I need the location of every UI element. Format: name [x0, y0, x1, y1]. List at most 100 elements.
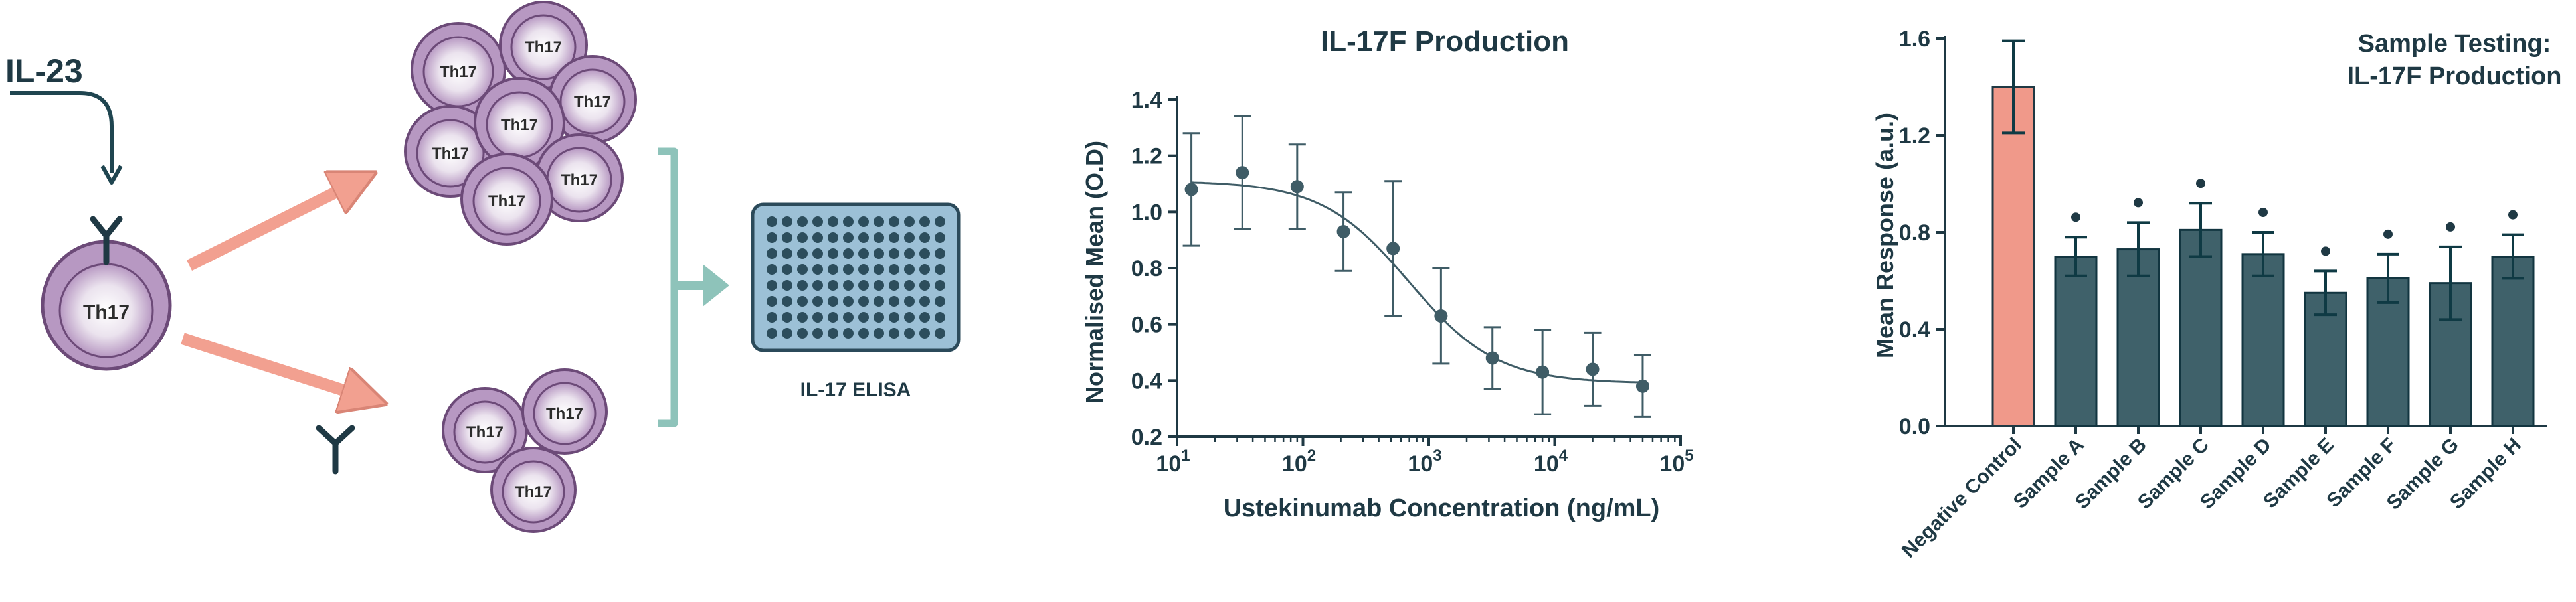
- elisa-well: [797, 280, 808, 291]
- chart1-y-tick-label: 0.4: [1131, 368, 1162, 394]
- elisa-well: [797, 232, 808, 243]
- chart2-significance-marker: [2134, 198, 2143, 208]
- chart1-fit: [1191, 181, 1643, 384]
- elisa-well: [767, 296, 777, 307]
- chart1-data-point: [1184, 183, 1198, 196]
- elisa-well: [904, 248, 915, 259]
- elisa-well: [904, 296, 915, 307]
- elisa-well: [843, 232, 854, 243]
- chart1-data-point: [1586, 362, 1600, 376]
- elisa-well: [843, 296, 854, 307]
- svg-text:Th17: Th17: [466, 423, 504, 441]
- dose-response-chart: IL-17F Production Normalised Mean (O.D) …: [1081, 25, 1694, 522]
- elisa-well: [828, 280, 838, 291]
- elisa-well: [797, 264, 808, 275]
- elisa-well: [935, 328, 945, 339]
- th17-cell: Th17: [460, 153, 553, 246]
- elisa-well: [767, 312, 777, 323]
- elisa-well: [935, 248, 945, 259]
- elisa-well: [904, 232, 915, 243]
- elisa-well: [797, 328, 808, 339]
- elisa-well: [767, 280, 777, 291]
- chart2-bar: [2491, 256, 2535, 427]
- chart1-ylabel: Normalised Mean (O.D): [1081, 141, 1108, 404]
- chart2-title-line2: IL-17F Production: [2347, 62, 2562, 90]
- th17-cell: Th17: [442, 387, 528, 473]
- elisa-well: [843, 328, 854, 339]
- elisa-well: [828, 328, 838, 339]
- chart2-y-tick-label: 1.6: [1899, 27, 1930, 52]
- th17-cell: Th17: [521, 368, 608, 455]
- elisa-well: [797, 296, 808, 307]
- chart1-x-tick-label: 101: [1156, 447, 1190, 477]
- elisa-well: [843, 280, 854, 291]
- elisa-well: [889, 296, 899, 307]
- th17-cell: Th17: [535, 133, 624, 222]
- elisa-well: [812, 248, 823, 259]
- elisa-well: [843, 312, 854, 323]
- chart2-bar: [2116, 248, 2160, 427]
- elisa-well: [767, 248, 777, 259]
- elisa-well: [935, 312, 945, 323]
- svg-text:Th17: Th17: [501, 116, 538, 134]
- th17-cell: Th17: [474, 77, 565, 169]
- elisa-well: [767, 264, 777, 275]
- chart1-axes: 0.2 0.4 0.6 0.8 1.0 1.2 1.4 101 102 103 104 105: [1131, 88, 1694, 477]
- th17-cluster-small: Th17 Th17 Th17: [442, 368, 608, 533]
- elisa-well: [812, 328, 823, 339]
- th17-cluster-large: Th17 Th17 Th17 Th17 Th17 Th17 Th17: [404, 1, 637, 246]
- th17-cell: Th17: [411, 22, 506, 117]
- elisa-well: [904, 216, 915, 227]
- elisa-well: [858, 264, 869, 275]
- chart2-bar: [2241, 253, 2285, 427]
- sample-testing-chart: Sample Testing: IL-17F Production Mean R…: [1871, 27, 2562, 562]
- elisa-well: [812, 312, 823, 323]
- chart2-bar: [2179, 228, 2223, 427]
- chart2-significance-marker: [2321, 246, 2330, 256]
- elisa-well: [782, 248, 792, 259]
- elisa-well: [889, 232, 899, 243]
- elisa-well: [874, 216, 884, 227]
- elisa-well: [797, 216, 808, 227]
- elisa-well: [858, 280, 869, 291]
- chart2-category-label: Negative Control: [1898, 434, 2026, 562]
- elisa-well: [812, 216, 823, 227]
- chart1-y-tick-label: 0.8: [1131, 256, 1162, 281]
- chart2-bar: [1991, 86, 2035, 427]
- elisa-well: [874, 296, 884, 307]
- th17-cell: Th17: [404, 105, 497, 198]
- elisa-well: [828, 248, 838, 259]
- chart2-significance-marker: [2258, 208, 2268, 217]
- chart2-y-tick-label: 1.2: [1899, 123, 1930, 149]
- elisa-well: [767, 216, 777, 227]
- chart1-y-tick-label: 1.2: [1131, 144, 1162, 169]
- il23-label: IL-23: [5, 52, 83, 90]
- elisa-well: [843, 248, 854, 259]
- chart1-points: [1182, 115, 1651, 418]
- elisa-well: [904, 264, 915, 275]
- elisa-well: [858, 232, 869, 243]
- schematic-panel: IL-23 Th17 Th17 Th17 Th17 Th17 Th17: [5, 1, 961, 533]
- chart1-x-tick-label: 104: [1534, 447, 1568, 477]
- elisa-well: [858, 296, 869, 307]
- chart2-significance-marker: [2383, 229, 2393, 239]
- th17-cell-main: Th17: [41, 216, 172, 371]
- th17-main-label: Th17: [83, 301, 130, 323]
- th17-cell: Th17: [548, 55, 637, 144]
- elisa-well: [767, 232, 777, 243]
- chart2-y-tick-label: 0.8: [1899, 220, 1930, 246]
- th17-cell: Th17: [490, 447, 577, 533]
- chart1-data-point: [1236, 166, 1249, 180]
- elisa-well: [904, 328, 915, 339]
- svg-text:Th17: Th17: [561, 171, 598, 189]
- elisa-well: [812, 280, 823, 291]
- elisa-well: [874, 264, 884, 275]
- svg-text:Th17: Th17: [488, 192, 525, 210]
- elisa-well: [828, 264, 838, 275]
- chart2-significance-marker: [2446, 222, 2455, 232]
- svg-text:Th17: Th17: [515, 483, 552, 501]
- elisa-well: [874, 328, 884, 339]
- elisa-well: [782, 328, 792, 339]
- elisa-well: [843, 216, 854, 227]
- elisa-well: [782, 232, 792, 243]
